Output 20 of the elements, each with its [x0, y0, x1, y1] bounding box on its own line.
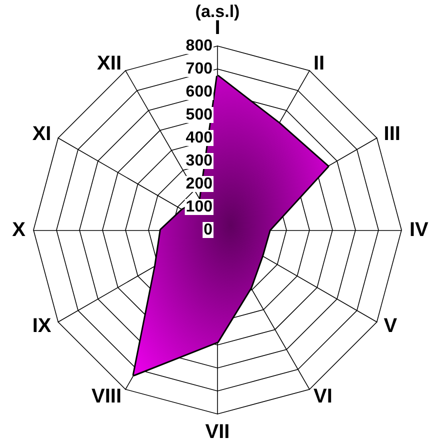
- y-tick-label: 400: [186, 130, 213, 146]
- y-tick-label: 500: [186, 106, 213, 124]
- spoke-label: III: [384, 123, 400, 145]
- y-tick-label: 0: [204, 222, 213, 238]
- spoke-label: VII: [205, 421, 230, 443]
- spoke-label: XII: [97, 52, 122, 75]
- y-tick-label: 600: [186, 84, 213, 100]
- spoke-label: IV: [410, 219, 430, 241]
- y-tick-label: 700: [186, 60, 213, 78]
- spoke-label: X: [12, 219, 26, 241]
- spoke-label: VI: [314, 385, 332, 408]
- y-tick-label: 100: [186, 198, 213, 216]
- spoke-label: II: [314, 52, 325, 75]
- spoke-label: VIII: [91, 385, 122, 408]
- spoke-label: V: [384, 315, 398, 337]
- y-tick-label: 800: [186, 38, 213, 54]
- spoke-label: IX: [32, 315, 52, 337]
- spoke-label: XI: [32, 123, 52, 145]
- y-tick-label: 300: [186, 152, 213, 170]
- y-tick-label: 200: [186, 176, 213, 192]
